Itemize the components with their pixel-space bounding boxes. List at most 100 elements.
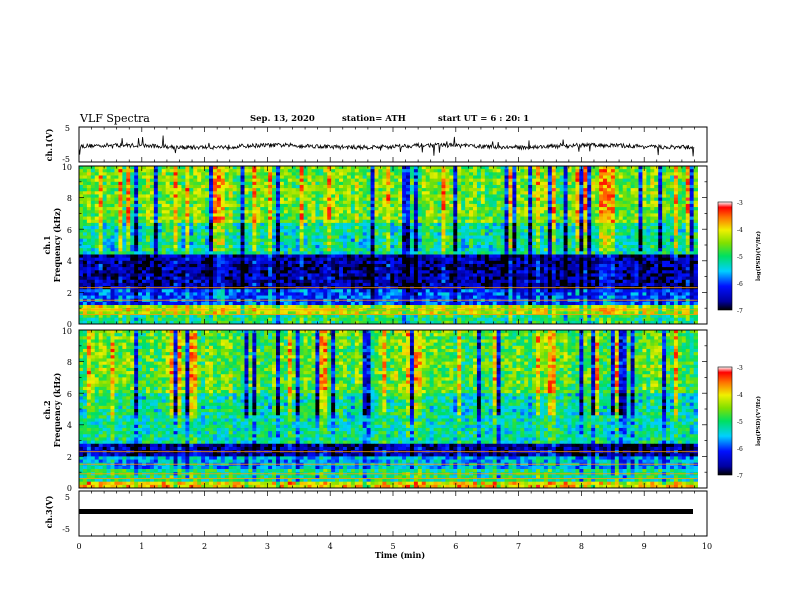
- ch1-spectrogram-cell: [634, 191, 639, 195]
- ch1-spectrogram-cell: [488, 194, 494, 198]
- ch1-spectrogram-cell: [315, 248, 320, 252]
- ch1-spectrogram-cell: [276, 194, 281, 198]
- ch1-spectrogram-cell: [555, 181, 561, 186]
- ch1-spectrogram-cell: [516, 197, 521, 202]
- ch1-spectrogram-cell: [142, 260, 147, 265]
- ch1-spectrogram-cell: [536, 226, 541, 230]
- ch1-spectrogram-cell: [339, 188, 344, 192]
- ch1-spectrogram-cell: [437, 254, 442, 259]
- ch1-spectrogram-cell: [339, 210, 344, 214]
- ch1-spectrogram-cell: [520, 251, 525, 255]
- ch1-spectrogram-cell: [358, 241, 364, 246]
- ch1-spectrogram-cell: [299, 175, 304, 180]
- ch1-spectrogram-cell: [386, 248, 391, 252]
- ch1-spectrogram-cell: [82, 254, 88, 259]
- ch1-spectrogram-cell: [469, 172, 474, 176]
- ch1-spectrogram-cell: [315, 169, 320, 173]
- ch1-spectrogram-cell: [417, 213, 423, 217]
- ch1-spectrogram-cell: [437, 263, 442, 268]
- ch1-spectrogram-cell: [528, 226, 533, 230]
- ch1-spectrogram-cell: [591, 216, 596, 221]
- ch1-spectrogram-cell: [685, 229, 691, 233]
- ch1-spectrogram-cell: [626, 172, 631, 176]
- ch1-spectrogram-cell: [476, 166, 482, 170]
- ch1-spectrogram-cell: [90, 188, 96, 192]
- ch1-spectrogram-cell: [165, 166, 171, 170]
- ch1-spectrogram-cell: [559, 172, 565, 176]
- ch1-spectrogram-cell: [378, 260, 383, 265]
- ch1-spectrogram-cell: [539, 203, 545, 208]
- ch1-spectrogram-cell: [673, 232, 679, 236]
- ch1-spectrogram-cell: [630, 178, 635, 183]
- ch1-spectrogram-cell: [555, 222, 561, 227]
- ch1-spectrogram-cell: [386, 219, 391, 224]
- ch1-spectrogram-cell: [476, 194, 482, 198]
- ch1-spectrogram-cell: [512, 257, 517, 262]
- ch1-spectrogram-cell: [354, 181, 360, 186]
- ch1-spectrogram-cell: [106, 245, 111, 249]
- ch1-spectrogram-cell: [122, 232, 127, 236]
- ch1-spectrogram-cell: [618, 216, 624, 221]
- ch1-spectrogram-cell: [650, 251, 655, 255]
- ch1-spectrogram-cell: [173, 226, 178, 230]
- ch1-spectrogram-cell: [571, 175, 576, 180]
- ch1-spectrogram-cell: [197, 175, 202, 180]
- ch1-spectrogram-cell: [567, 213, 572, 217]
- ch1-spectrogram-cell: [303, 184, 308, 189]
- ch1-spectrogram-cell: [315, 241, 320, 246]
- ch1-spectrogram-cell: [279, 222, 285, 227]
- ch1-spectrogram-cell: [358, 166, 364, 170]
- ch1-spectrogram-cell: [145, 219, 151, 224]
- ch1-spectrogram-cell: [114, 245, 119, 249]
- ch1-spectrogram-cell: [547, 169, 553, 173]
- ch1-spectrogram-cell: [244, 248, 249, 252]
- ch1-spectrogram-cell: [295, 210, 301, 214]
- ch1-spectrogram-cell: [528, 188, 533, 192]
- ch1-spectrogram-cell: [94, 203, 100, 208]
- ch1-spectrogram-cell: [94, 200, 100, 205]
- ch1-spectrogram-cell: [232, 213, 237, 217]
- ch1-spectrogram-cell: [201, 203, 206, 208]
- ch1-spectrogram-cell: [145, 260, 151, 265]
- ch1-spectrogram-cell: [449, 238, 454, 243]
- ch1-spectrogram-cell: [398, 216, 403, 221]
- ch1-spectrogram-cell: [539, 200, 545, 205]
- ch1-spectrogram-cell: [445, 241, 450, 246]
- ch1-spectrogram-cell: [567, 203, 572, 208]
- ch1-spectrogram-cell: [299, 251, 304, 255]
- ch1-spectrogram-cell: [662, 172, 667, 176]
- ch1-spectrogram-cell: [86, 200, 92, 205]
- ch1-spectrogram-cell: [205, 260, 210, 265]
- ch1-spectrogram-cell: [559, 207, 565, 211]
- ch1-spectrogram-cell: [449, 191, 454, 195]
- ch1-spectrogram-cell: [634, 235, 639, 240]
- ch1-spectrogram-cell: [323, 263, 328, 268]
- ch1-spectrogram-cell: [169, 184, 174, 189]
- ch1-spectrogram-cell: [386, 229, 391, 233]
- ch1-spectrogram-cell: [122, 200, 127, 205]
- ch1-spectrogram-cell: [197, 207, 202, 211]
- ch1-spectrogram-cell: [421, 178, 427, 183]
- ch1-spectrogram-cell: [670, 175, 675, 180]
- ch1-spectrogram-cell: [370, 191, 375, 195]
- ch1-spectrogram-cell: [102, 232, 107, 236]
- ch1-spectrogram-cell: [339, 254, 344, 259]
- ch1-spectrogram-cell: [378, 169, 383, 173]
- ch1-spectrogram-cell: [492, 260, 498, 265]
- ch1-spectrogram-cell: [106, 254, 111, 259]
- ch1-spectrogram-cell: [492, 229, 498, 233]
- ch1-spectrogram-cell: [342, 248, 348, 252]
- ch1-spectrogram-cell: [551, 169, 557, 173]
- ch1-spectrogram-cell: [149, 219, 155, 224]
- ch1-spectrogram-cell: [248, 245, 253, 249]
- ch1-spectrogram-cell: [216, 238, 222, 243]
- ch1-spectrogram-cell: [260, 222, 265, 227]
- ch1-spectrogram-cell: [193, 245, 198, 249]
- ch1-spectrogram-cell: [323, 184, 328, 189]
- ch1-spectrogram-cell: [658, 222, 663, 227]
- ch1-spectrogram-cell: [272, 169, 277, 173]
- ch1-spectrogram-cell: [441, 194, 446, 198]
- ch1-spectrogram-cell: [209, 181, 214, 186]
- ch1-spectrogram-cell: [216, 166, 222, 170]
- ch1-spectrogram-cell: [138, 175, 143, 180]
